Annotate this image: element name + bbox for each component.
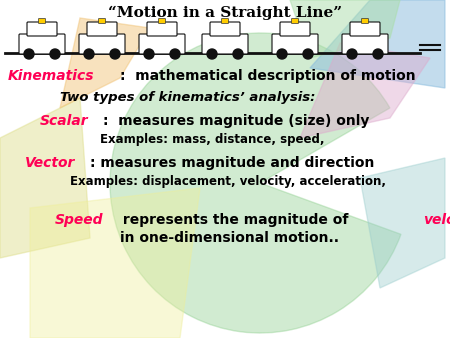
Circle shape <box>233 49 243 59</box>
FancyBboxPatch shape <box>272 34 318 54</box>
FancyBboxPatch shape <box>292 19 298 24</box>
Text: Examples: mass, distance, speed,: Examples: mass, distance, speed, <box>100 132 324 145</box>
FancyBboxPatch shape <box>39 19 45 24</box>
Text: in one-dimensional motion..: in one-dimensional motion.. <box>120 231 339 245</box>
Text: velocity: velocity <box>423 213 450 227</box>
FancyBboxPatch shape <box>139 34 185 54</box>
FancyBboxPatch shape <box>19 34 65 54</box>
FancyBboxPatch shape <box>350 22 380 36</box>
FancyBboxPatch shape <box>221 19 229 24</box>
Polygon shape <box>30 188 200 338</box>
Text: represents the magnitude of: represents the magnitude of <box>118 213 353 227</box>
FancyBboxPatch shape <box>147 22 177 36</box>
FancyBboxPatch shape <box>202 34 248 54</box>
FancyBboxPatch shape <box>361 19 369 24</box>
FancyBboxPatch shape <box>342 34 388 54</box>
FancyBboxPatch shape <box>280 22 310 36</box>
Circle shape <box>303 49 313 59</box>
Text: Scalar: Scalar <box>40 114 89 128</box>
FancyBboxPatch shape <box>87 22 117 36</box>
FancyBboxPatch shape <box>27 22 57 36</box>
Circle shape <box>207 49 217 59</box>
Polygon shape <box>0 98 90 258</box>
Circle shape <box>24 49 34 59</box>
FancyBboxPatch shape <box>99 19 105 24</box>
FancyBboxPatch shape <box>158 19 166 24</box>
Polygon shape <box>310 0 445 88</box>
FancyBboxPatch shape <box>210 22 240 36</box>
Circle shape <box>373 49 383 59</box>
Circle shape <box>347 49 357 59</box>
Polygon shape <box>300 43 430 138</box>
Circle shape <box>277 49 287 59</box>
Text: Examples: displacement, velocity, acceleration,: Examples: displacement, velocity, accele… <box>70 174 386 188</box>
Polygon shape <box>290 0 400 58</box>
FancyBboxPatch shape <box>79 34 125 54</box>
Circle shape <box>50 49 60 59</box>
Text: Speed: Speed <box>55 213 104 227</box>
Text: :  mathematical description of motion: : mathematical description of motion <box>120 69 416 83</box>
Text: Two types of kinematics’ analysis:: Two types of kinematics’ analysis: <box>60 92 315 104</box>
Circle shape <box>170 49 180 59</box>
Wedge shape <box>110 33 401 333</box>
Circle shape <box>110 49 120 59</box>
Circle shape <box>144 49 154 59</box>
Text: “Motion in a Straight Line”: “Motion in a Straight Line” <box>108 6 342 20</box>
Text: :  measures magnitude (size) only: : measures magnitude (size) only <box>103 114 369 128</box>
Text: Vector: Vector <box>25 156 76 170</box>
Polygon shape <box>360 158 445 288</box>
Circle shape <box>84 49 94 59</box>
Text: : measures magnitude and direction: : measures magnitude and direction <box>90 156 375 170</box>
Polygon shape <box>60 18 150 108</box>
Text: Kinematics: Kinematics <box>8 69 94 83</box>
